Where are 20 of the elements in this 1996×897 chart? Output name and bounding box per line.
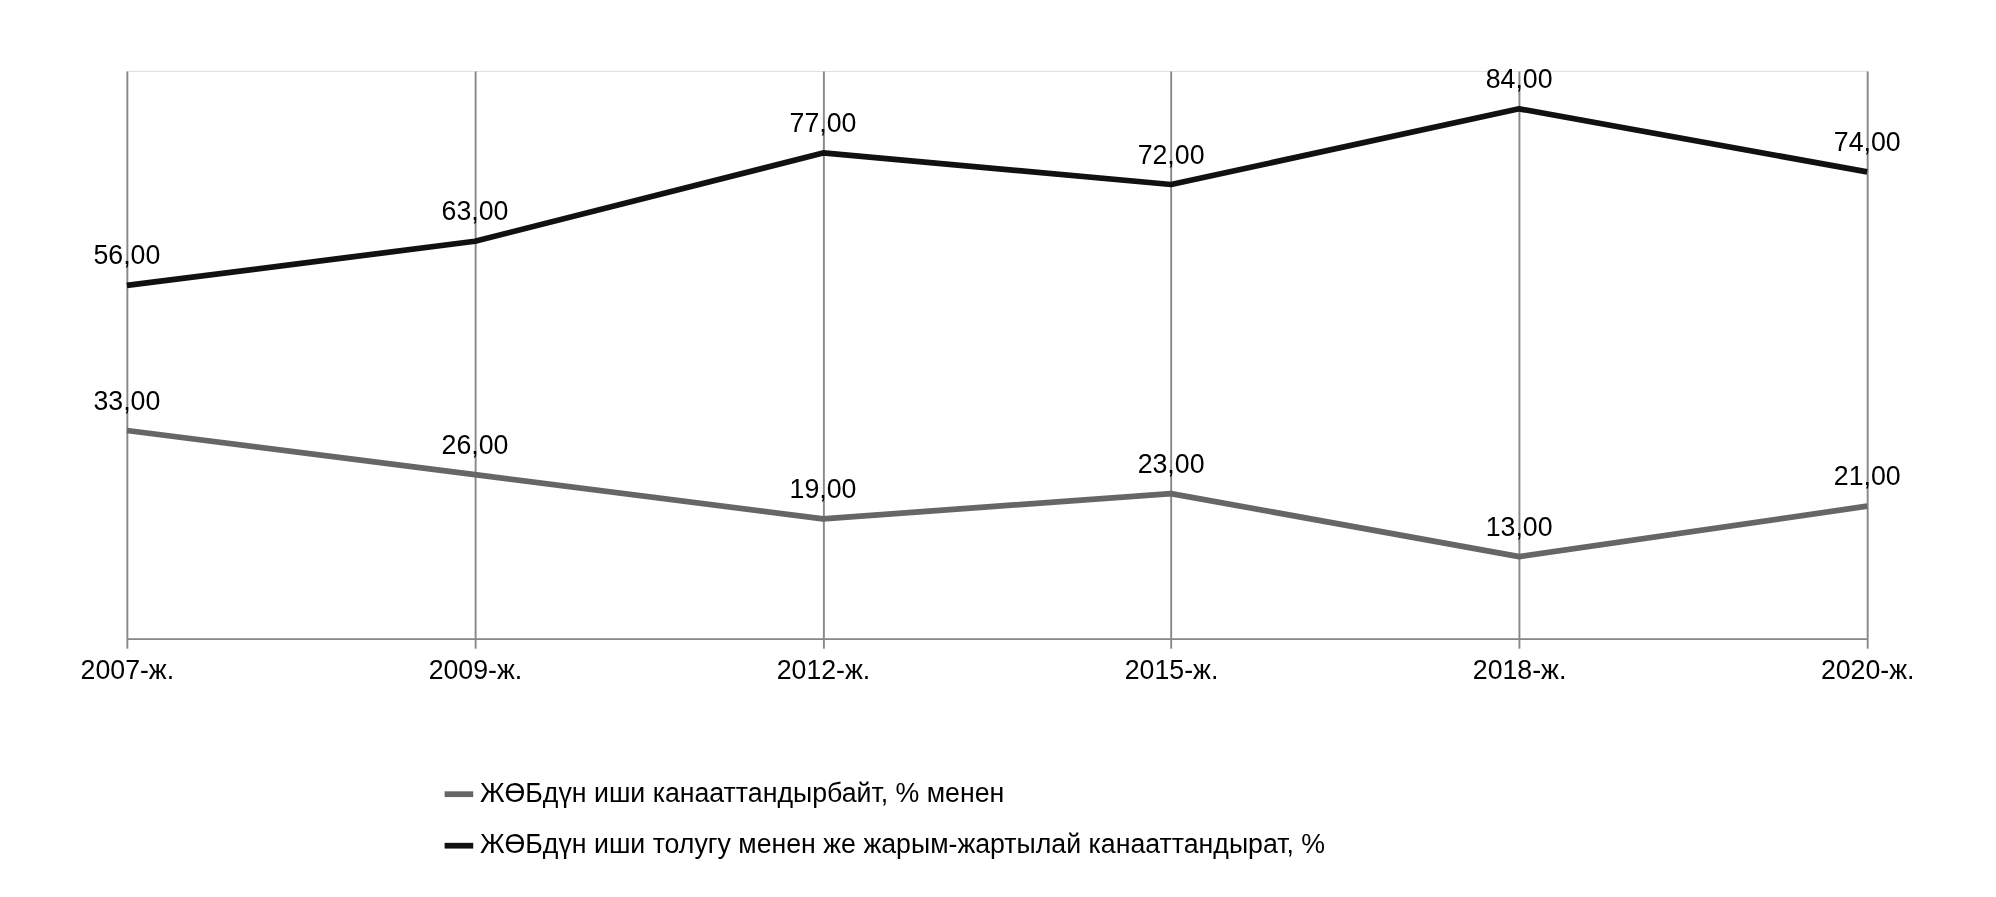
data-label: 21,00 bbox=[1833, 461, 1901, 492]
data-label: 72,00 bbox=[1137, 139, 1205, 170]
data-label: 84,00 bbox=[1485, 63, 1553, 94]
legend-label: ЖӨБдүн иши канааттандырбайт, % менен bbox=[479, 777, 1005, 808]
data-label: 23,00 bbox=[1137, 448, 1205, 479]
x-tick-label: 2009-ж. bbox=[428, 655, 523, 686]
data-label: 77,00 bbox=[789, 107, 857, 138]
legend-label: ЖӨБдүн иши толугу менен же жарым-жартылай канааттандырат, % bbox=[479, 829, 1326, 860]
x-tick-label: 2007-ж. bbox=[80, 655, 175, 686]
data-label: 63,00 bbox=[441, 196, 509, 227]
data-label: 13,00 bbox=[1485, 511, 1553, 542]
data-label: 56,00 bbox=[93, 240, 161, 271]
x-tick-label: 2012-ж. bbox=[776, 655, 871, 686]
x-tick-label: 2018-ж. bbox=[1472, 655, 1567, 686]
data-label: 26,00 bbox=[441, 429, 509, 460]
x-tick-label: 2020-ж. bbox=[1820, 655, 1915, 686]
data-label: 19,00 bbox=[789, 473, 857, 504]
data-label: 74,00 bbox=[1833, 126, 1901, 157]
data-label: 33,00 bbox=[93, 385, 161, 416]
x-tick-label: 2015-ж. bbox=[1124, 655, 1219, 686]
